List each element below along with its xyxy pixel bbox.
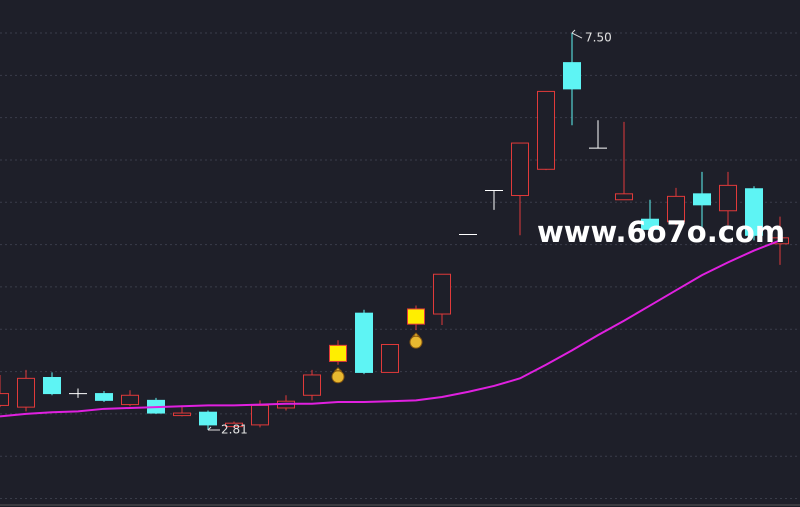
- candle-body: [745, 188, 763, 236]
- candle-body: [667, 195, 685, 223]
- candle-body: [329, 344, 347, 362]
- candle-body: [719, 184, 737, 212]
- candle-body: [251, 404, 269, 426]
- candle-body: [563, 62, 581, 90]
- candle-body: [43, 376, 61, 395]
- signal-icon: [331, 370, 345, 384]
- candle-body: [433, 273, 451, 315]
- marks: 7.50 2.81: [0, 29, 789, 436]
- candle-body: [615, 193, 633, 201]
- low-label: 2.81: [221, 422, 248, 436]
- candle-body: [537, 90, 555, 170]
- candle-body: [95, 393, 113, 401]
- signal-icon: [409, 335, 423, 349]
- candle-body: [641, 218, 659, 230]
- candle-body: [355, 312, 373, 373]
- candle-body: [17, 377, 35, 408]
- candle-body: [173, 412, 191, 417]
- candle-body: [199, 411, 217, 426]
- candle-body: [407, 308, 425, 325]
- candle-body: [381, 343, 399, 373]
- candle-body: [0, 393, 9, 406]
- candle-body: [225, 422, 243, 428]
- annotation-arrow: [571, 29, 583, 39]
- candle-body: [121, 394, 139, 406]
- candle-body: [693, 193, 711, 206]
- watermark: www.6o7o.com: [537, 215, 785, 249]
- high-label: 7.50: [585, 31, 612, 45]
- moving-average: [0, 239, 781, 418]
- candle-body: [303, 374, 321, 396]
- signal-icon-top: [411, 332, 421, 337]
- annotation-arrow: [207, 426, 220, 431]
- grid: [0, 32, 800, 500]
- signal-icon-top: [333, 367, 343, 372]
- candle-body: [511, 142, 529, 197]
